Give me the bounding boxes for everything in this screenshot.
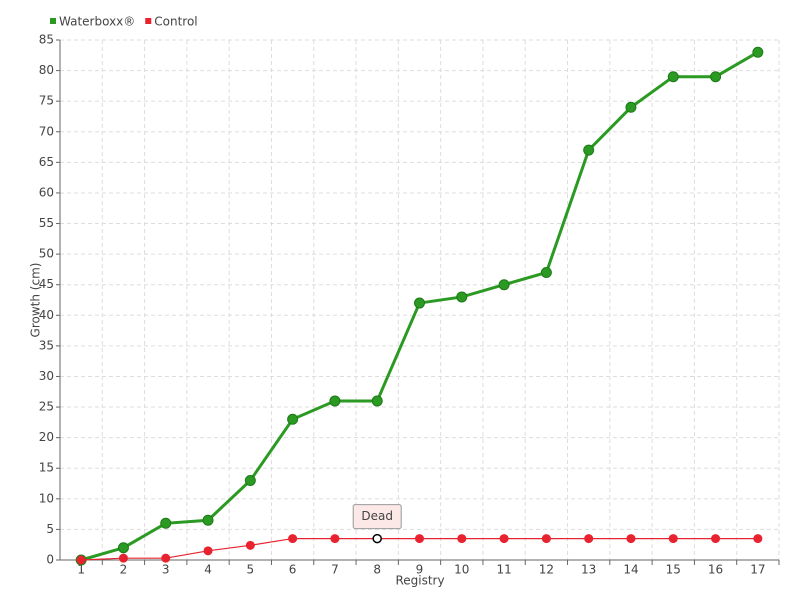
annotation-box	[352, 504, 402, 530]
data-point	[498, 279, 510, 291]
y-tick-label: 20	[39, 430, 54, 444]
y-tick-label: 55	[39, 216, 54, 230]
x-tick-label: 9	[416, 563, 424, 577]
data-point	[540, 266, 552, 278]
y-tick-label: 65	[39, 155, 54, 169]
data-point	[371, 395, 383, 407]
data-point	[625, 101, 637, 113]
y-tick-label: 15	[39, 461, 54, 475]
y-axis-label: Growth (cm)	[29, 263, 43, 338]
legend-swatch	[145, 18, 152, 24]
data-point	[583, 144, 595, 156]
data-point	[160, 517, 172, 529]
y-tick-label: 80	[39, 63, 54, 77]
x-tick-label: 5	[247, 563, 255, 577]
data-point	[667, 71, 679, 83]
data-point	[752, 46, 764, 58]
data-point	[668, 534, 678, 544]
y-tick-label: 25	[39, 400, 54, 414]
data-point	[245, 540, 255, 550]
data-point	[457, 534, 467, 544]
data-point	[117, 542, 129, 554]
y-tick-label: 10	[39, 491, 54, 505]
x-tick-label: 17	[750, 563, 765, 577]
x-tick-label: 12	[539, 563, 554, 577]
y-tick-label: 40	[39, 308, 54, 322]
data-point	[711, 534, 721, 544]
data-point	[710, 71, 722, 83]
x-tick-label: 7	[331, 563, 339, 577]
x-axis-label: Registry	[395, 574, 444, 588]
data-point	[414, 297, 425, 309]
x-tick-label: 14	[623, 563, 638, 577]
x-tick-label: 6	[289, 563, 297, 577]
legend-swatch	[50, 18, 56, 24]
data-point	[244, 474, 256, 486]
y-tick-label: 70	[39, 124, 54, 138]
data-point	[330, 534, 340, 544]
y-tick-label: 45	[39, 277, 54, 291]
data-point	[753, 534, 763, 544]
legend-label: Control	[154, 15, 197, 29]
data-point	[456, 291, 468, 303]
data-point	[288, 534, 298, 544]
data-point	[329, 395, 341, 407]
data-point	[287, 413, 299, 425]
y-tick-label: 5	[46, 522, 54, 536]
x-tick-label: 4	[204, 563, 212, 577]
legend-label: Waterboxx®	[59, 15, 135, 29]
x-tick-label: 15	[666, 563, 681, 577]
x-tick-label: 2	[120, 563, 128, 577]
x-tick-label: 16	[708, 563, 723, 577]
x-tick-label: 11	[496, 563, 511, 577]
annotation-text: Dead	[361, 509, 393, 523]
x-tick-label: 13	[581, 563, 596, 577]
data-point	[541, 534, 551, 544]
y-tick-label: 60	[39, 185, 54, 199]
x-tick-label: 1	[77, 563, 85, 577]
data-point	[415, 534, 424, 544]
y-tick-label: 85	[39, 33, 54, 47]
y-tick-label: 75	[39, 94, 54, 108]
data-point	[584, 534, 594, 544]
data-point	[203, 546, 213, 556]
data-point	[76, 555, 86, 565]
x-tick-label: 3	[162, 563, 170, 577]
y-tick-label: 50	[39, 247, 54, 261]
x-tick-label: 10	[454, 563, 469, 577]
x-tick-label: 8	[373, 563, 381, 577]
data-point	[202, 514, 214, 526]
data-point	[161, 553, 171, 563]
y-tick-label: 35	[39, 338, 54, 352]
y-tick-label: 0	[46, 553, 54, 567]
data-point	[118, 553, 128, 563]
data-point	[499, 534, 509, 544]
data-point	[626, 534, 636, 544]
data-point	[372, 533, 382, 544]
y-tick-label: 30	[39, 369, 54, 383]
